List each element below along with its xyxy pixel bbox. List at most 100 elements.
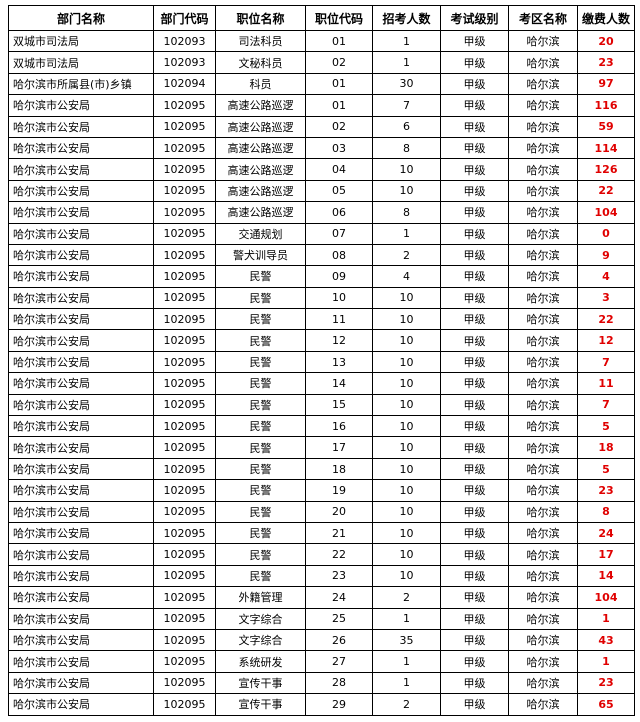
- table-row: 哈尔滨市公安局 102095 民警 23 10 甲级 哈尔滨 14: [8, 564, 635, 588]
- cell-recruit-count: 4: [372, 265, 441, 288]
- cell-exam-area: 哈尔滨: [508, 543, 578, 566]
- cell-dept-name: 哈尔滨市所属县(市)乡镇: [8, 72, 154, 96]
- cell-recruit-count: 2: [372, 693, 441, 716]
- cell-position-name: 民警: [215, 436, 306, 459]
- cell-fee-count: 18: [577, 436, 635, 459]
- table-row: 哈尔滨市公安局 102095 民警 12 10 甲级 哈尔滨 12: [8, 329, 635, 352]
- cell-position-code: 07: [305, 222, 373, 245]
- cell-fee-count: 7: [577, 393, 635, 417]
- cell-recruit-count: 10: [372, 286, 441, 310]
- cell-dept-code: 102095: [153, 479, 216, 502]
- table-row: 哈尔滨市公安局 102095 民警 10 10 甲级 哈尔滨 3: [8, 286, 635, 310]
- cell-dept-code: 102095: [153, 436, 216, 459]
- cell-exam-level: 甲级: [440, 500, 509, 523]
- cell-exam-level: 甲级: [440, 350, 509, 374]
- cell-exam-level: 甲级: [440, 479, 509, 502]
- cell-dept-code: 102095: [153, 201, 216, 224]
- cell-exam-area: 哈尔滨: [508, 179, 578, 203]
- cell-exam-level: 甲级: [440, 94, 509, 117]
- cell-fee-count: 22: [577, 308, 635, 331]
- cell-position-code: 02: [305, 51, 373, 74]
- cell-exam-area: 哈尔滨: [508, 628, 578, 652]
- cell-fee-count: 1: [577, 607, 635, 630]
- cell-position-code: 15: [305, 393, 373, 417]
- header-recruit-count: 招考人数: [372, 5, 441, 31]
- cell-dept-name: 哈尔滨市公安局: [8, 650, 154, 673]
- cell-position-name: 文字综合: [215, 628, 306, 652]
- cell-dept-name: 哈尔滨市公安局: [8, 693, 154, 716]
- cell-exam-area: 哈尔滨: [508, 286, 578, 310]
- cell-fee-count: 43: [577, 628, 635, 652]
- header-fee-count: 缴费人数: [577, 5, 635, 31]
- cell-position-name: 民警: [215, 286, 306, 310]
- table-row: 哈尔滨市公安局 102095 高速公路巡逻 03 8 甲级 哈尔滨 114: [8, 136, 635, 160]
- cell-position-code: 27: [305, 650, 373, 673]
- cell-dept-code: 102095: [153, 136, 216, 160]
- cell-fee-count: 97: [577, 72, 635, 96]
- cell-dept-code: 102095: [153, 693, 216, 716]
- cell-position-name: 民警: [215, 457, 306, 481]
- cell-position-code: 19: [305, 479, 373, 502]
- cell-position-name: 民警: [215, 415, 306, 438]
- cell-exam-level: 甲级: [440, 436, 509, 459]
- cell-exam-area: 哈尔滨: [508, 436, 578, 459]
- cell-exam-level: 甲级: [440, 607, 509, 630]
- cell-recruit-count: 1: [372, 671, 441, 695]
- cell-position-name: 高速公路巡逻: [215, 94, 306, 117]
- table-row: 哈尔滨市公安局 102095 文字综合 26 35 甲级 哈尔滨 43: [8, 628, 635, 652]
- cell-dept-code: 102095: [153, 243, 216, 267]
- cell-exam-level: 甲级: [440, 136, 509, 160]
- cell-dept-name: 哈尔滨市公安局: [8, 222, 154, 245]
- cell-position-code: 01: [305, 29, 373, 53]
- cell-fee-count: 59: [577, 115, 635, 138]
- cell-dept-name: 哈尔滨市公安局: [8, 158, 154, 181]
- cell-position-code: 10: [305, 286, 373, 310]
- cell-dept-code: 102095: [153, 521, 216, 545]
- cell-position-name: 民警: [215, 329, 306, 352]
- cell-dept-name: 哈尔滨市公安局: [8, 607, 154, 630]
- header-position-name: 职位名称: [215, 5, 306, 31]
- cell-dept-name: 哈尔滨市公安局: [8, 543, 154, 566]
- cell-exam-area: 哈尔滨: [508, 671, 578, 695]
- cell-fee-count: 65: [577, 693, 635, 716]
- cell-position-name: 高速公路巡逻: [215, 115, 306, 138]
- cell-recruit-count: 2: [372, 243, 441, 267]
- cell-exam-level: 甲级: [440, 286, 509, 310]
- cell-exam-area: 哈尔滨: [508, 693, 578, 716]
- cell-position-name: 高速公路巡逻: [215, 179, 306, 203]
- cell-exam-level: 甲级: [440, 457, 509, 481]
- cell-position-code: 23: [305, 564, 373, 588]
- table-row: 哈尔滨市公安局 102095 民警 11 10 甲级 哈尔滨 22: [8, 308, 635, 331]
- cell-recruit-count: 10: [372, 479, 441, 502]
- header-dept-name: 部门名称: [8, 5, 154, 31]
- cell-position-code: 18: [305, 457, 373, 481]
- cell-position-name: 文字综合: [215, 607, 306, 630]
- cell-position-name: 文秘科员: [215, 51, 306, 74]
- cell-recruit-count: 10: [372, 564, 441, 588]
- cell-exam-level: 甲级: [440, 158, 509, 181]
- table-row: 哈尔滨市公安局 102095 民警 21 10 甲级 哈尔滨 24: [8, 521, 635, 545]
- cell-position-code: 24: [305, 586, 373, 609]
- cell-exam-area: 哈尔滨: [508, 350, 578, 374]
- cell-exam-area: 哈尔滨: [508, 372, 578, 395]
- cell-fee-count: 104: [577, 201, 635, 224]
- cell-exam-area: 哈尔滨: [508, 51, 578, 74]
- cell-exam-area: 哈尔滨: [508, 479, 578, 502]
- cell-recruit-count: 1: [372, 222, 441, 245]
- cell-position-name: 宣传干事: [215, 693, 306, 716]
- cell-recruit-count: 1: [372, 51, 441, 74]
- table-row: 哈尔滨市公安局 102095 民警 18 10 甲级 哈尔滨 5: [8, 457, 635, 481]
- cell-dept-name: 哈尔滨市公安局: [8, 564, 154, 588]
- cell-position-name: 民警: [215, 372, 306, 395]
- cell-position-code: 01: [305, 94, 373, 117]
- cell-dept-code: 102095: [153, 179, 216, 203]
- cell-dept-code: 102095: [153, 158, 216, 181]
- cell-exam-level: 甲级: [440, 329, 509, 352]
- cell-dept-name: 哈尔滨市公安局: [8, 265, 154, 288]
- table-row: 哈尔滨市公安局 102095 民警 19 10 甲级 哈尔滨 23: [8, 479, 635, 502]
- table-row: 哈尔滨市公安局 102095 警犬训导员 08 2 甲级 哈尔滨 9: [8, 243, 635, 267]
- table-row: 哈尔滨市所属县(市)乡镇 102094 科员 01 30 甲级 哈尔滨 97: [8, 72, 635, 96]
- cell-exam-level: 甲级: [440, 415, 509, 438]
- cell-recruit-count: 1: [372, 607, 441, 630]
- cell-recruit-count: 10: [372, 350, 441, 374]
